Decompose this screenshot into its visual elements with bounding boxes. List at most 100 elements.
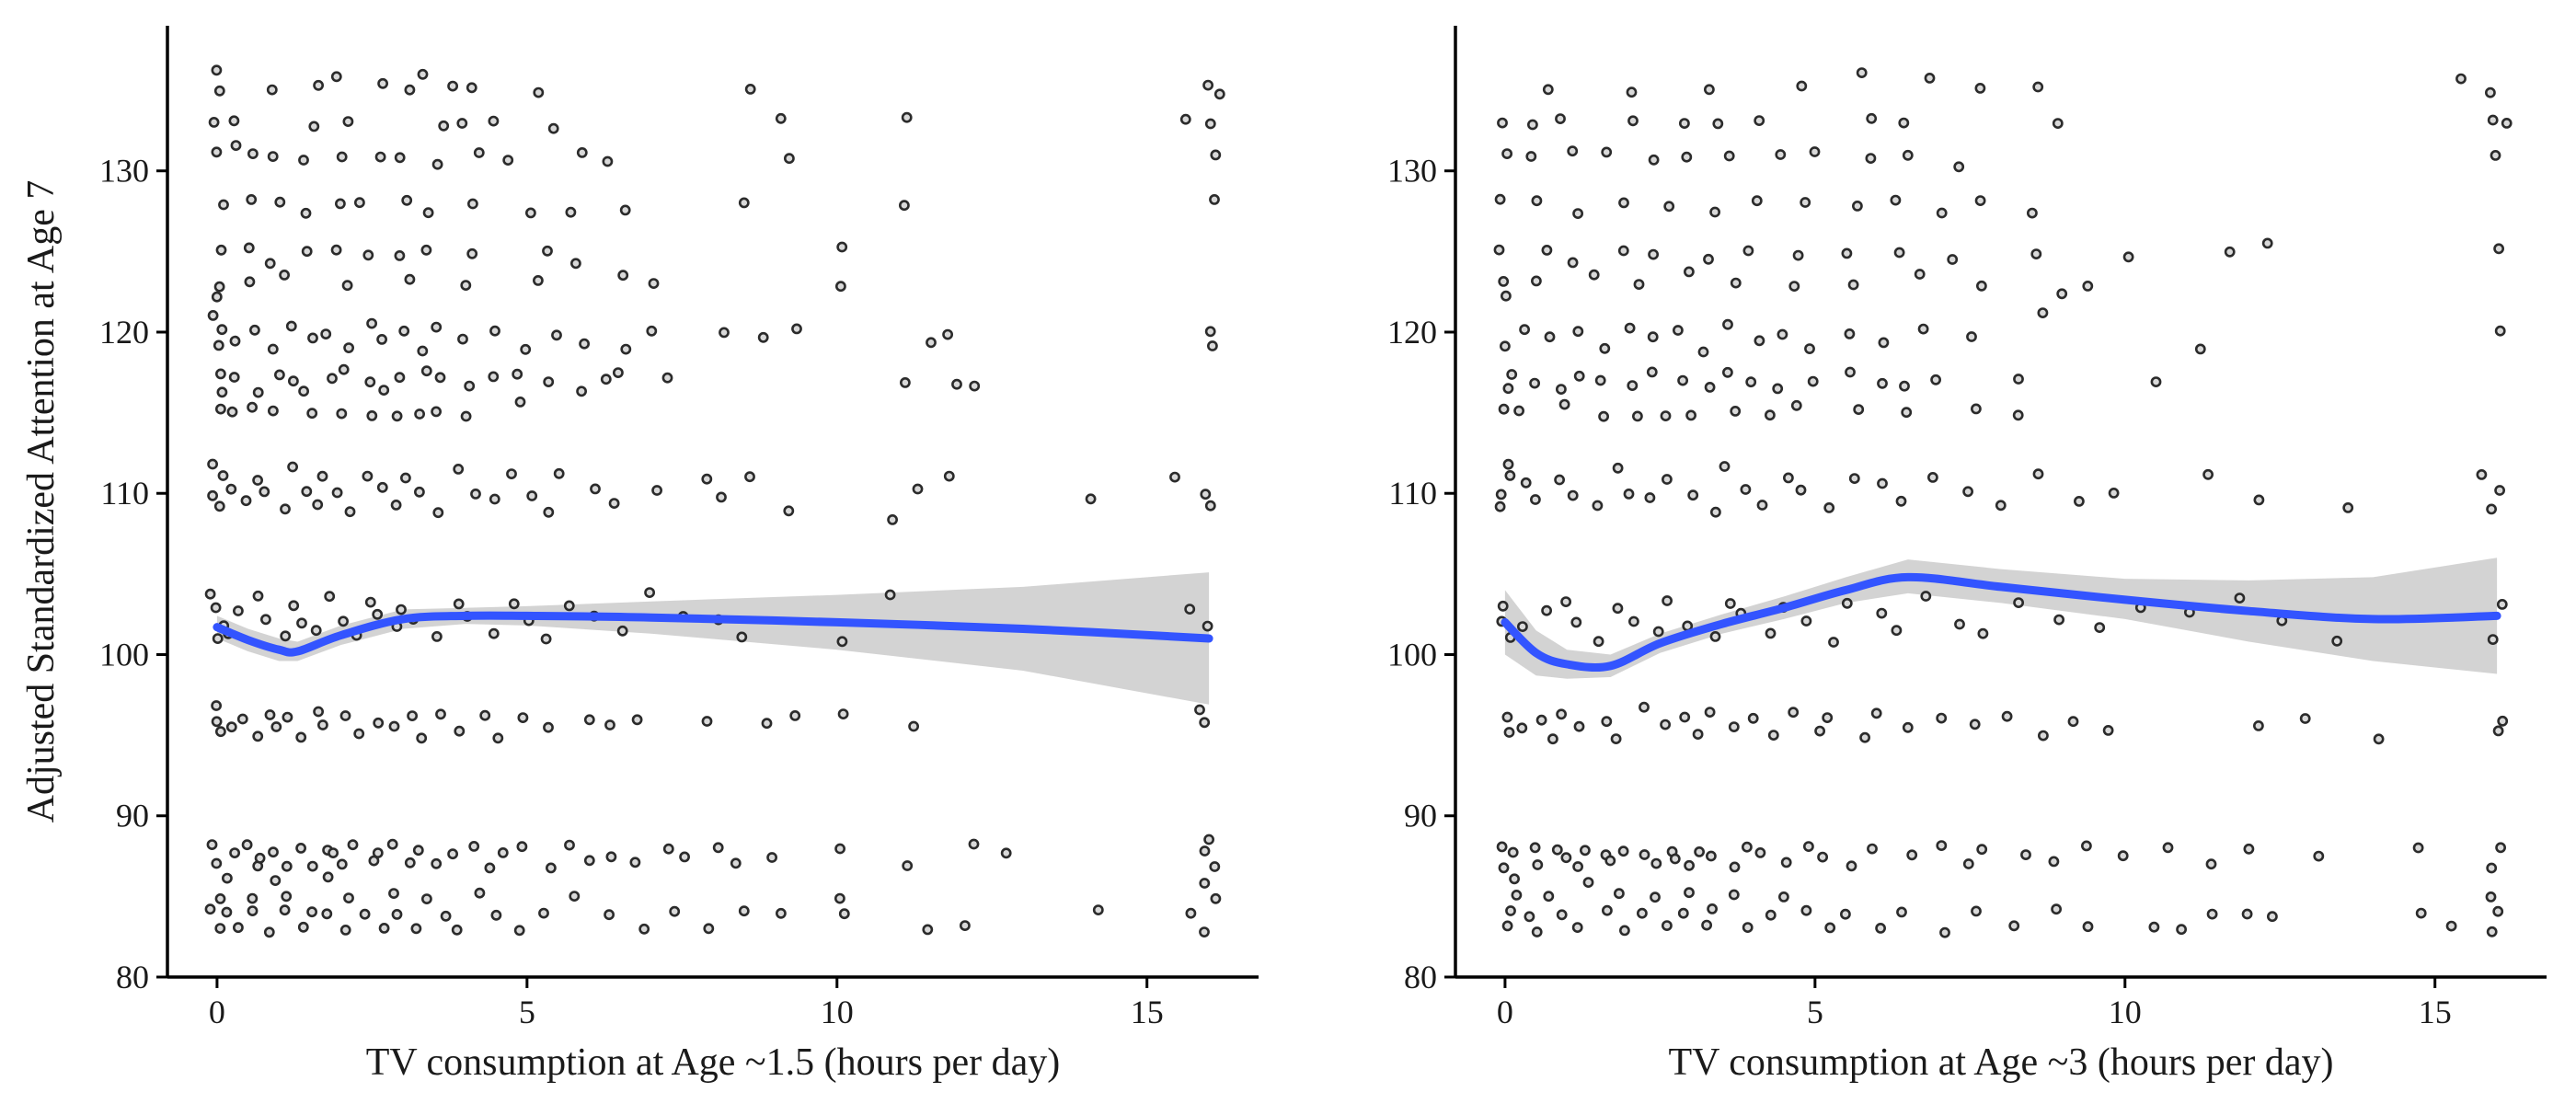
data-point — [1556, 909, 1568, 921]
data-point — [912, 483, 924, 495]
data-point — [1747, 712, 1759, 724]
data-point — [2243, 843, 2255, 855]
data-point — [468, 841, 480, 852]
data-point — [1823, 502, 1835, 513]
data-point — [1556, 708, 1567, 720]
data-point — [1627, 380, 1639, 391]
data-point — [2067, 716, 2079, 728]
data-point — [2102, 725, 2114, 736]
data-point — [1971, 905, 1982, 917]
data-point — [517, 712, 529, 723]
data-point — [2205, 858, 2217, 870]
data-point — [497, 847, 509, 858]
data-point — [1679, 711, 1691, 723]
data-point — [464, 380, 476, 392]
data-point — [1626, 86, 1638, 98]
data-point — [2266, 911, 2278, 923]
data-point — [2037, 730, 2049, 742]
data-point — [1650, 891, 1661, 903]
data-point — [1859, 731, 1870, 743]
data-point — [232, 922, 244, 934]
data-point — [2415, 907, 2427, 919]
data-point — [617, 270, 629, 282]
data-point — [1602, 904, 1613, 916]
data-point — [1199, 717, 1211, 729]
data-point — [1531, 195, 1543, 207]
data-point — [466, 247, 478, 259]
data-point — [2484, 86, 2496, 98]
data-point — [1995, 500, 2007, 512]
data-point — [1662, 474, 1673, 485]
data-point — [334, 198, 346, 210]
data-point — [2051, 903, 2062, 915]
data-point — [1800, 904, 1812, 916]
data-point — [1756, 500, 1768, 511]
data-point — [460, 280, 472, 291]
data-point — [1524, 911, 1535, 923]
data-point — [489, 325, 500, 337]
data-point — [1704, 84, 1715, 96]
data-point — [1754, 335, 1765, 347]
data-point — [324, 591, 336, 603]
data-point — [2486, 926, 2498, 937]
data-point — [1803, 841, 1814, 852]
data-point — [1628, 615, 1639, 627]
data-point — [2490, 149, 2501, 161]
data-point — [2206, 908, 2218, 920]
data-point — [453, 598, 465, 610]
data-point — [213, 500, 225, 512]
data-point — [270, 875, 282, 886]
data-point — [2476, 469, 2488, 480]
data-point — [484, 862, 496, 874]
data-point — [2012, 409, 2024, 421]
data-point — [414, 408, 425, 420]
data-point — [473, 147, 485, 158]
data-point — [1554, 474, 1565, 486]
data-point — [1519, 324, 1530, 336]
data-point — [1939, 926, 1950, 938]
data-point — [766, 852, 777, 863]
data-point — [247, 401, 258, 413]
data-point — [453, 463, 465, 475]
data-point — [543, 721, 554, 733]
data-point — [926, 337, 937, 349]
data-point — [1742, 922, 1754, 933]
y-tick-label: 130 — [1387, 153, 1437, 190]
data-point — [417, 345, 429, 357]
data-point — [1896, 906, 1907, 918]
data-point — [1788, 281, 1800, 292]
data-point — [1742, 841, 1753, 853]
data-point — [1844, 328, 1856, 339]
data-point — [330, 244, 342, 256]
data-point — [942, 328, 953, 340]
data-point — [1867, 843, 1878, 855]
data-point — [1624, 322, 1636, 334]
data-point — [225, 721, 237, 733]
data-point — [2373, 733, 2385, 745]
data-point — [533, 274, 544, 286]
data-point — [1707, 903, 1718, 914]
data-point — [420, 244, 432, 256]
data-point — [1852, 200, 1863, 212]
data-point — [1194, 704, 1205, 716]
data-point — [1520, 477, 1532, 489]
data-point — [310, 625, 322, 637]
data-point — [783, 505, 795, 517]
data-point — [320, 328, 332, 339]
data-point — [417, 68, 429, 80]
y-tick-label: 120 — [99, 314, 149, 351]
data-point — [2495, 842, 2506, 854]
data-point — [207, 458, 218, 470]
data-point — [1213, 88, 1225, 100]
data-point — [960, 920, 971, 931]
data-point — [1648, 248, 1659, 260]
data-point — [631, 714, 643, 726]
data-point — [364, 596, 376, 608]
data-point — [378, 923, 390, 934]
data-point — [1567, 145, 1579, 157]
y-tick-label: 120 — [1387, 314, 1437, 351]
y-tick-label: 90 — [1404, 798, 1437, 834]
data-point — [342, 116, 354, 128]
data-point — [252, 730, 264, 742]
data-point — [2150, 376, 2162, 387]
